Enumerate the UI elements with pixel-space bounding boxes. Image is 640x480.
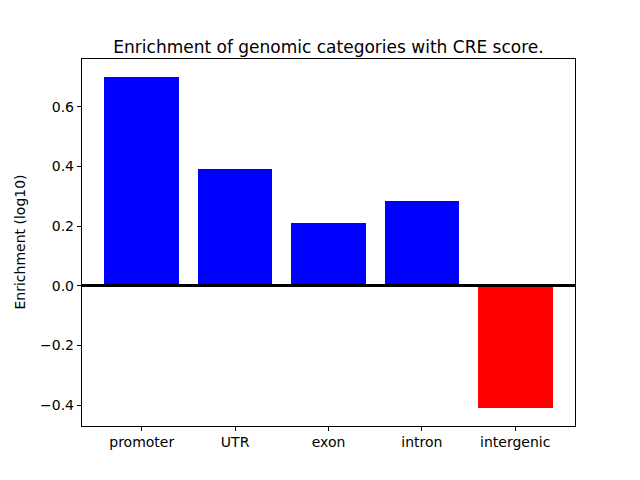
y-tick-label: 0.0 [0,278,74,294]
y-tick-label: −0.4 [0,397,74,413]
bar-exon [291,223,366,286]
x-tick-label-intergenic: intergenic [455,434,575,450]
zero-line [82,284,575,287]
y-tick [77,405,81,406]
x-tick [421,427,422,431]
x-tick [515,427,516,431]
y-tick [77,106,81,107]
y-tick [77,345,81,346]
bar-intergenic [478,286,553,408]
x-tick [235,427,236,431]
bar-promoter [104,77,179,286]
y-tick [77,285,81,286]
chart-title: Enrichment of genomic categories with CR… [81,37,576,57]
x-tick [141,427,142,431]
y-tick [77,226,81,227]
y-tick-label: 0.2 [0,218,74,234]
y-tick-label: 0.6 [0,99,74,115]
y-tick-label: 0.4 [0,158,74,174]
bar-UTR [198,169,273,285]
x-tick [328,427,329,431]
bar-intron [385,201,460,286]
y-tick [77,166,81,167]
y-tick-label: −0.2 [0,337,74,353]
figure: Enrichment of genomic categories with CR… [0,0,640,480]
